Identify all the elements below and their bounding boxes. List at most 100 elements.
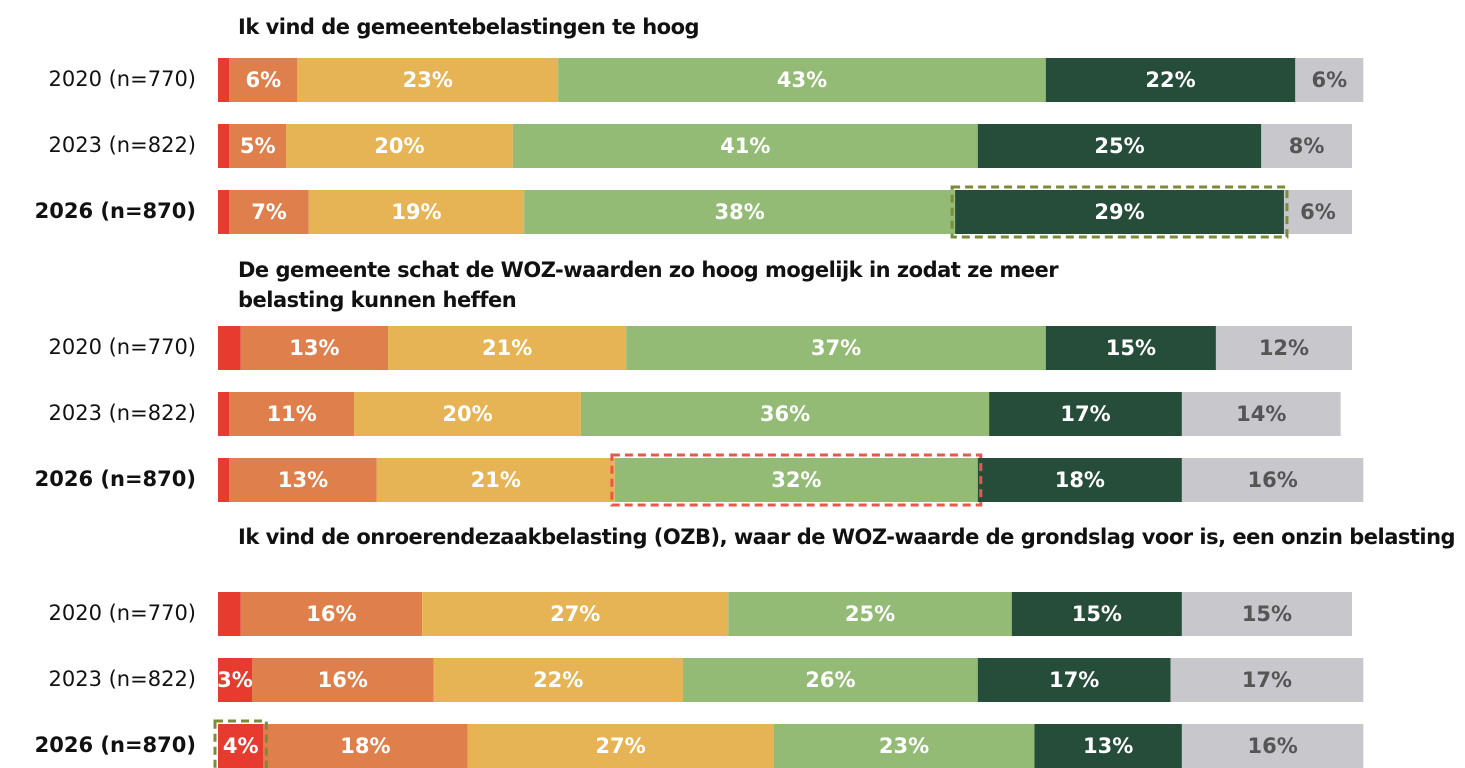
value-label: 5% <box>240 134 276 158</box>
bar-segment <box>263 724 468 768</box>
chart-title: De gemeente schat de WOZ-waarden zo hoog… <box>238 258 1059 312</box>
row-label: 2026 (n=870) <box>35 199 196 223</box>
bar-segment <box>1034 724 1182 768</box>
bar-segment <box>218 592 241 636</box>
value-label: 17% <box>1049 668 1099 692</box>
row-label: 2020 (n=770) <box>49 601 197 625</box>
value-label: 16% <box>318 668 368 692</box>
value-label: 6% <box>1300 200 1336 224</box>
bar-segment <box>1181 392 1341 436</box>
value-label: 23% <box>403 68 453 92</box>
bar-segment <box>354 392 581 436</box>
value-label: 23% <box>879 734 929 758</box>
value-label: 43% <box>777 68 827 92</box>
value-label: 21% <box>471 468 521 492</box>
value-label: 14% <box>1236 402 1286 426</box>
bar-segment <box>218 124 230 168</box>
value-label: 16% <box>1247 734 1297 758</box>
value-label: 6% <box>246 68 282 92</box>
value-label: 7% <box>251 200 287 224</box>
bar-segment <box>977 458 1182 502</box>
value-label: 20% <box>374 134 424 158</box>
bar-segment <box>388 326 627 370</box>
value-label: 4% <box>223 734 259 758</box>
value-label: 38% <box>715 200 765 224</box>
bar-segment <box>977 658 1171 702</box>
bar-segment <box>218 58 230 102</box>
bar-segment <box>240 326 389 370</box>
value-label: 27% <box>595 734 645 758</box>
bar-segment <box>1215 326 1352 370</box>
bar-segment <box>728 592 1012 636</box>
bar-segment <box>376 458 615 502</box>
bar-segment <box>467 724 774 768</box>
bar-segment <box>1045 58 1296 102</box>
value-label: 11% <box>267 402 317 426</box>
bar-segment <box>240 592 423 636</box>
row-label: 2023 (n=822) <box>49 133 197 157</box>
bar-segment <box>218 326 241 370</box>
bar-segment <box>433 658 683 702</box>
value-label: 12% <box>1259 336 1309 360</box>
row-label: 2023 (n=822) <box>49 401 197 425</box>
value-label: 21% <box>482 336 532 360</box>
bar-segment <box>218 458 230 502</box>
bar-segment <box>1181 592 1352 636</box>
value-label: 36% <box>760 402 810 426</box>
value-label: 22% <box>533 668 583 692</box>
bar-segment <box>977 124 1262 168</box>
row-label: 2026 (n=870) <box>35 467 196 491</box>
value-label: 6% <box>1311 68 1347 92</box>
bar-segment <box>229 190 309 234</box>
value-label: 20% <box>442 402 492 426</box>
value-label: 13% <box>1083 734 1133 758</box>
bar-segment <box>252 658 434 702</box>
value-label: 32% <box>771 468 821 492</box>
bar-segment <box>1170 658 1364 702</box>
bar-segment <box>218 392 230 436</box>
value-label: 13% <box>278 468 328 492</box>
value-label: 13% <box>289 336 339 360</box>
bar-segment <box>1181 724 1364 768</box>
value-label: 25% <box>845 602 895 626</box>
chart-title: Ik vind de onroerendezaakbelasting (OZB)… <box>238 525 1456 549</box>
bar-segment <box>1261 124 1352 168</box>
chart-title: Ik vind de gemeentebelastingen te hoog <box>238 15 700 39</box>
row-label: 2020 (n=770) <box>49 67 197 91</box>
bar-segment <box>218 190 230 234</box>
bar-segment <box>229 458 377 502</box>
bar-segment <box>773 724 1035 768</box>
highlight-box <box>610 453 983 507</box>
bar-segment <box>1181 458 1364 502</box>
value-label: 27% <box>550 602 600 626</box>
row-label: 2023 (n=822) <box>49 667 197 691</box>
bar-segment <box>524 190 956 234</box>
row-label: 2026 (n=870) <box>35 733 196 757</box>
value-label: 16% <box>306 602 356 626</box>
value-label: 37% <box>811 336 861 360</box>
bar-segment <box>1283 190 1352 234</box>
bar-segment <box>1295 58 1364 102</box>
bar-segment <box>218 724 264 768</box>
value-label: 41% <box>720 134 770 158</box>
value-label: 15% <box>1106 336 1156 360</box>
bar-segment <box>955 190 1284 234</box>
value-label: 8% <box>1289 134 1325 158</box>
value-label: 3% <box>217 668 253 692</box>
bar-segment <box>229 392 355 436</box>
bar-segment <box>229 124 287 168</box>
bar-segment <box>682 658 978 702</box>
value-label: 17% <box>1242 668 1292 692</box>
bar-segment <box>218 658 253 702</box>
value-label: 19% <box>391 200 441 224</box>
bar-segment <box>1045 326 1216 370</box>
bar-segment <box>614 458 978 502</box>
bar-segment <box>422 592 729 636</box>
bar-segment <box>286 124 513 168</box>
highlight-box <box>950 185 1289 239</box>
value-label: 16% <box>1247 468 1297 492</box>
row-label: 2020 (n=770) <box>49 335 197 359</box>
bar-segment <box>558 58 1046 102</box>
